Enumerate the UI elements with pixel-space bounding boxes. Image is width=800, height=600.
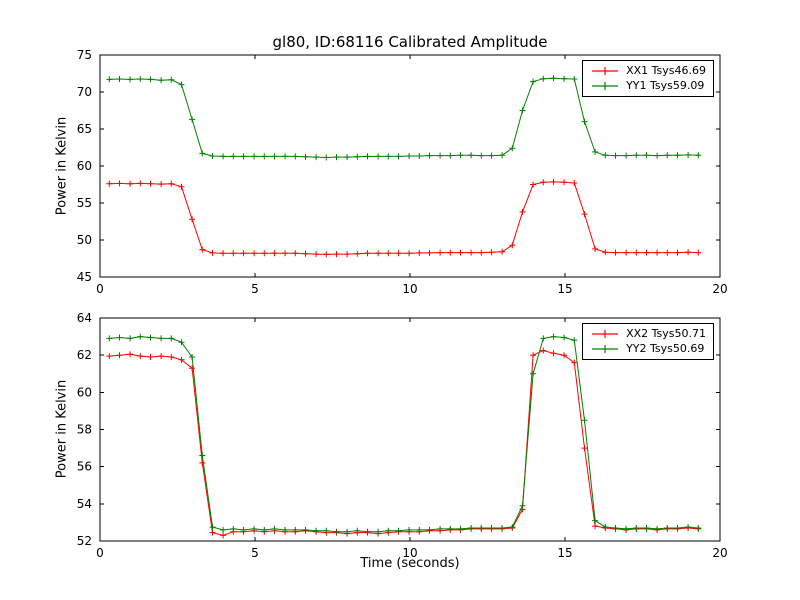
legend-line-sample (592, 82, 619, 91)
legend-line-sample (592, 67, 619, 76)
legend-label: XX2 Tsys50.71 (626, 327, 706, 340)
tick-label: 58 (77, 423, 92, 437)
axes-frame (99, 54, 721, 278)
x-axis-label: Time (seconds) (360, 556, 460, 571)
tick-label: 60 (77, 385, 92, 399)
tick-label: 70 (77, 85, 92, 99)
tick-label: 0 (96, 282, 104, 296)
tick-label: 60 (77, 159, 92, 173)
legend-entry: YY2 Tsys50.69 (590, 342, 706, 356)
legend-entry: XX1 Tsys46.69 (590, 64, 706, 77)
tick-label: 65 (77, 122, 92, 136)
legend-line-sample (592, 345, 619, 354)
tick-label: 45 (77, 270, 92, 284)
legend-entry: XX2 Tsys50.71 (590, 327, 706, 340)
tick-label: 55 (77, 196, 92, 210)
series-line-0 (109, 349, 699, 536)
legend-entry: YY1 Tsys59.09 (590, 79, 706, 93)
series-line-1 (109, 336, 699, 533)
tick-label: 15 (557, 282, 572, 296)
tick-label: 50 (77, 233, 92, 247)
tick-label: 64 (77, 311, 92, 325)
tick-label: 5 (251, 546, 259, 560)
legend-label: XX1 Tsys46.69 (626, 64, 706, 77)
tick-label: 20 (712, 546, 727, 560)
tick-label: 62 (77, 348, 92, 362)
series-line-1 (109, 77, 699, 159)
tick-label: 0 (96, 546, 104, 560)
series-markers-0 (106, 178, 702, 258)
legend-line-sample (592, 330, 619, 339)
chart-title: gl80, ID:68116 Calibrated Amplitude (272, 33, 548, 51)
tick-label: 10 (402, 546, 417, 560)
tick-label: 54 (77, 497, 92, 511)
tick-label: 20 (712, 282, 727, 296)
series-markers-0 (106, 347, 702, 539)
tick-label: 5 (251, 282, 259, 296)
tick-label: 75 (77, 48, 92, 62)
legend-bottom: XX2 Tsys50.71 YY2 Tsys50.69 (582, 323, 714, 361)
legend-top: XX1 Tsys46.69 YY1 Tsys59.09 (582, 60, 714, 98)
series-markers-1 (106, 75, 702, 161)
series-markers-1 (106, 333, 702, 535)
tick-label: 52 (77, 534, 92, 548)
tick-label: 10 (402, 282, 417, 296)
tick-label: 56 (77, 460, 92, 474)
legend-label: YY2 Tsys50.69 (626, 342, 705, 356)
tick-label: 15 (557, 546, 572, 560)
series-line-0 (109, 181, 699, 255)
legend-label: YY1 Tsys59.09 (626, 79, 705, 93)
axes-frame (99, 317, 721, 542)
